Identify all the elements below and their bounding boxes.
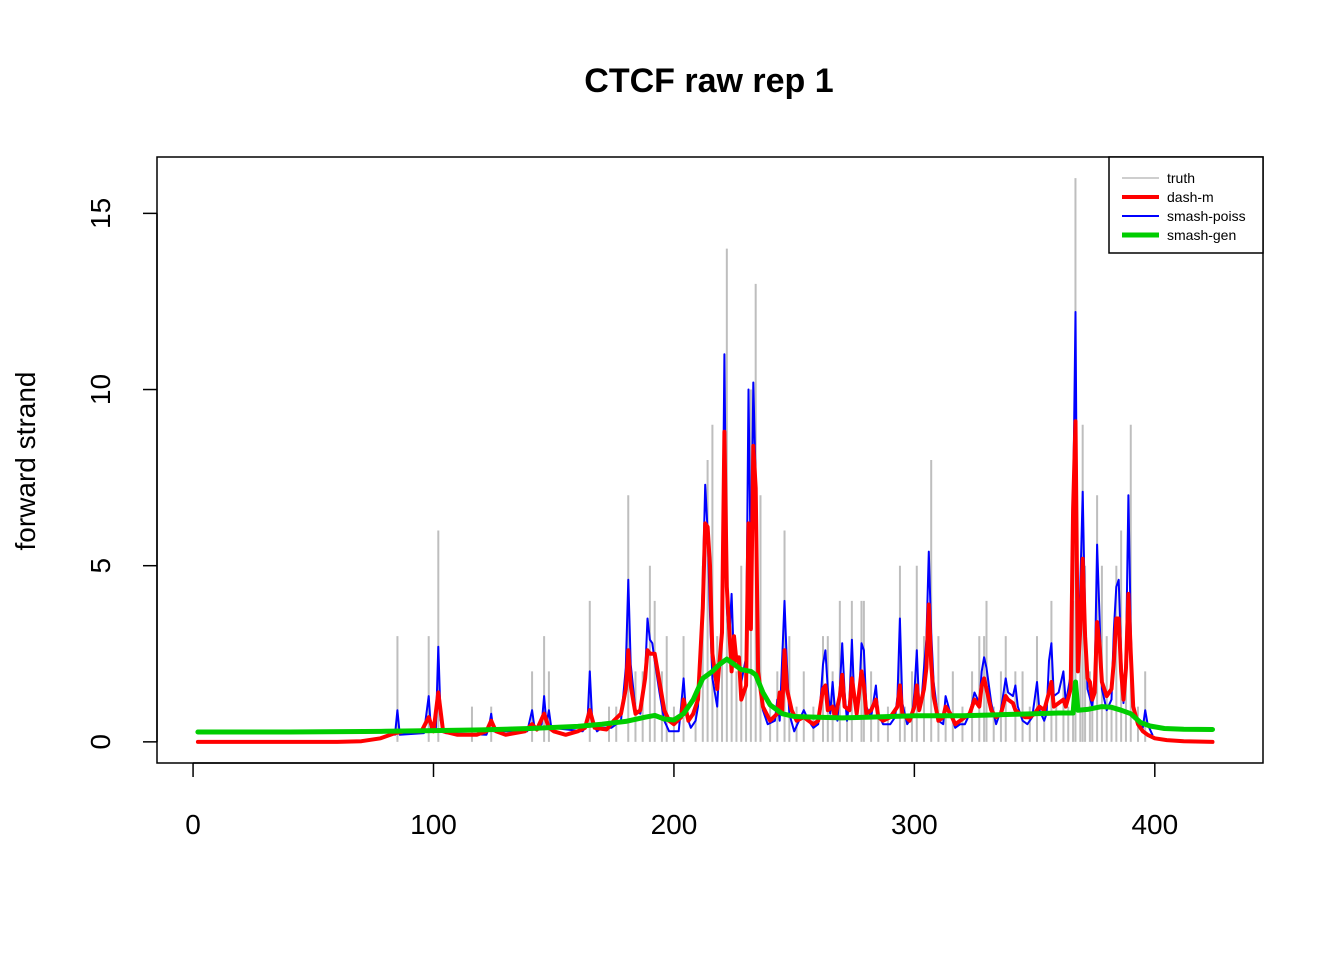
series-line-dash-m [195, 419, 1215, 744]
legend-label: dash-m [1167, 189, 1214, 205]
legend: truth dash-m smash-poiss smash-gen [1108, 156, 1264, 254]
legend-label: smash-gen [1167, 227, 1236, 243]
y-tick-label: 15 [85, 198, 116, 229]
x-tick-label: 200 [651, 809, 698, 840]
y-tick-label: 0 [85, 734, 116, 750]
y-tick-label: 5 [85, 558, 116, 574]
x-tick-label: 100 [410, 809, 457, 840]
legend-box [1108, 156, 1264, 254]
y-tick-label: 10 [85, 374, 116, 405]
series-line-smash-gen [195, 656, 1215, 735]
y-axis-label: forward strand [10, 372, 41, 551]
x-tick-label: 400 [1131, 809, 1178, 840]
legend-label: truth [1167, 170, 1195, 186]
plot-area [195, 178, 1215, 744]
series-line-smash-poiss [394, 311, 1154, 736]
x-tick-label: 0 [185, 809, 201, 840]
axes: 0 100 200 300 400 0 5 10 15 [85, 198, 1178, 840]
legend-label: smash-poiss [1167, 208, 1246, 224]
x-tick-label: 300 [891, 809, 938, 840]
chart-title: CTCF raw rep 1 [584, 62, 833, 100]
